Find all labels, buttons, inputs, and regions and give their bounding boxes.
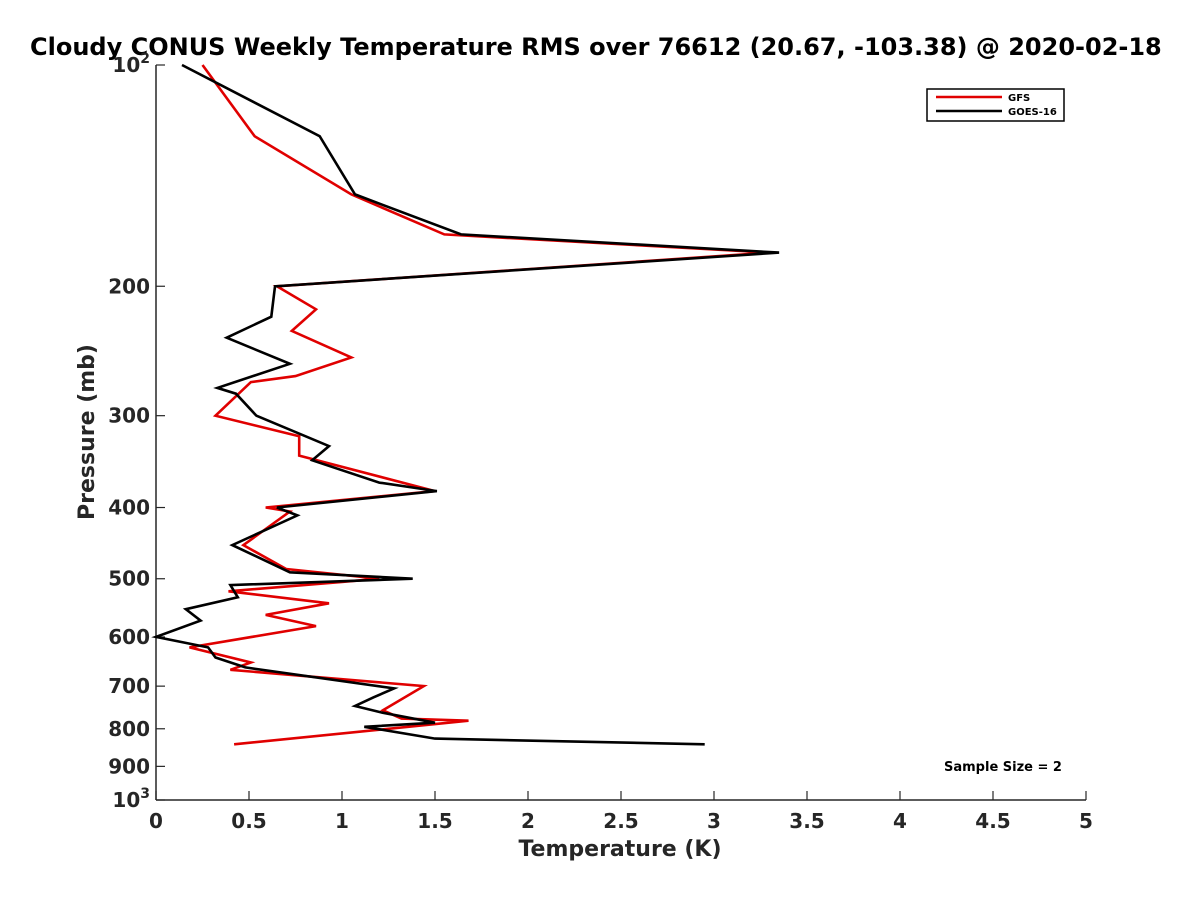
x-tick-label: 0.5 [231,809,266,833]
y-tick-label: 400 [108,496,150,520]
legend: GFS GOES-16 [926,88,1065,122]
x-axis-label: Temperature (K) [518,837,721,862]
legend-box [926,88,1065,122]
ticks: 0 0.5 1 1.5 2 2.5 3 3.5 4 4.5 5 102 200 300 400 500 600 7… [108,51,1093,833]
x-tick-label: 5 [1079,809,1093,833]
y-tick-label: 300 [108,404,150,428]
y-tick-label: 103 [112,786,150,812]
x-tick-label: 2 [521,809,535,833]
y-tick-label: 600 [108,625,150,649]
sample-size-annotation: Sample Size = 2 [944,760,1062,775]
x-tick-label: 3.5 [789,809,824,833]
x-tick-label: 4 [893,809,907,833]
legend-label: GFS [1008,93,1030,104]
x-tick-label: 4.5 [975,809,1010,833]
x-tick-label: 1.5 [417,809,452,833]
legend-label: GOES-16 [1008,107,1057,118]
x-tick-label: 2.5 [603,809,638,833]
series-line-goes-16 [151,63,780,746]
x-tick-label: 1 [335,809,349,833]
x-tick-label: 0 [149,809,163,833]
y-tick-label: 102 [112,51,150,77]
series-lines [151,63,780,746]
y-tick-label: 900 [108,754,150,778]
y-tick-label: 200 [108,274,150,298]
chart-title: Cloudy CONUS Weekly Temperature RMS over… [30,33,1162,61]
y-tick-label: 700 [108,674,150,698]
series-line-gfs [189,64,770,746]
y-tick-label: 800 [108,717,150,741]
x-tick-label: 3 [707,809,721,833]
y-tick-label: 500 [108,567,150,591]
y-axis-label: Pressure (mb) [75,344,100,520]
